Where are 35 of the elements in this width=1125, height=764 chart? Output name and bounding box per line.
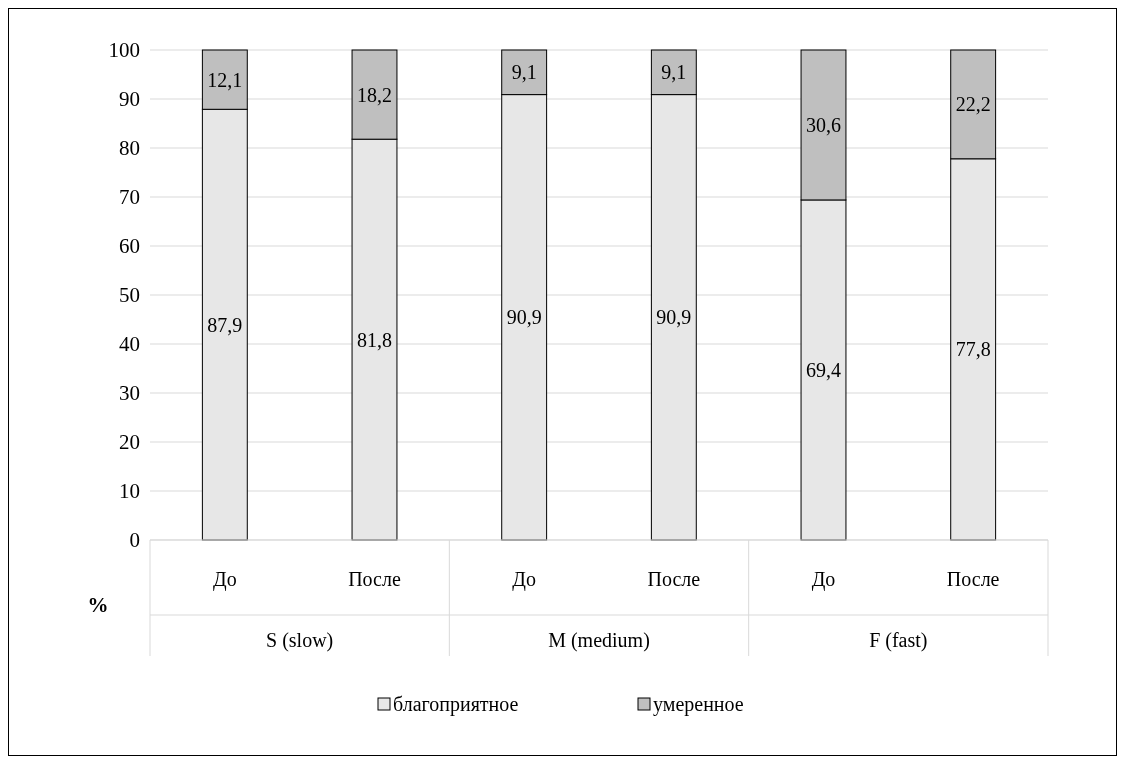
y-tick-label: 80 [119,136,140,160]
text: M (medium) [548,629,650,652]
y-tick-label: 20 [119,430,140,454]
data-label: 22,2 [955,93,991,116]
x-tick-label: До [213,568,237,591]
y-tick-label: 90 [119,87,140,111]
data-label: 9,1 [511,61,537,84]
text: F (fast) [869,629,928,652]
y-tick-label: 50 [119,283,140,307]
y-axis-title: % [87,593,109,617]
data-label: 90,9 [506,306,542,329]
data-label: 18,2 [357,83,392,106]
x-tick-label: До [811,568,836,591]
data-label: 30,6 [806,113,841,136]
x-tick-label: После [946,568,1000,590]
data-label: 69,4 [806,358,841,381]
data-label: 81,8 [357,328,392,351]
y-tick-label: 0 [129,528,140,552]
data-label: 12,1 [207,68,243,91]
legend-label: благоприятное [393,693,519,716]
data-label: 9,1 [661,61,687,84]
x-tick-label: После [647,568,701,590]
data-label: 87,9 [207,313,243,336]
x-tick-label: После [348,568,401,590]
y-tick-label: 60 [119,234,140,258]
legend-label: умеренное [653,693,744,716]
y-tick-label: 100 [108,38,140,62]
data-label: 90,9 [656,306,692,329]
text: S (slow) [266,629,334,652]
y-tick-label: 40 [119,332,140,356]
y-tick-label: 70 [119,185,140,209]
data-label: 77,8 [955,338,991,361]
x-tick-label: До [512,568,536,591]
y-tick-label: 10 [119,479,140,503]
y-tick-label: 30 [119,381,140,405]
